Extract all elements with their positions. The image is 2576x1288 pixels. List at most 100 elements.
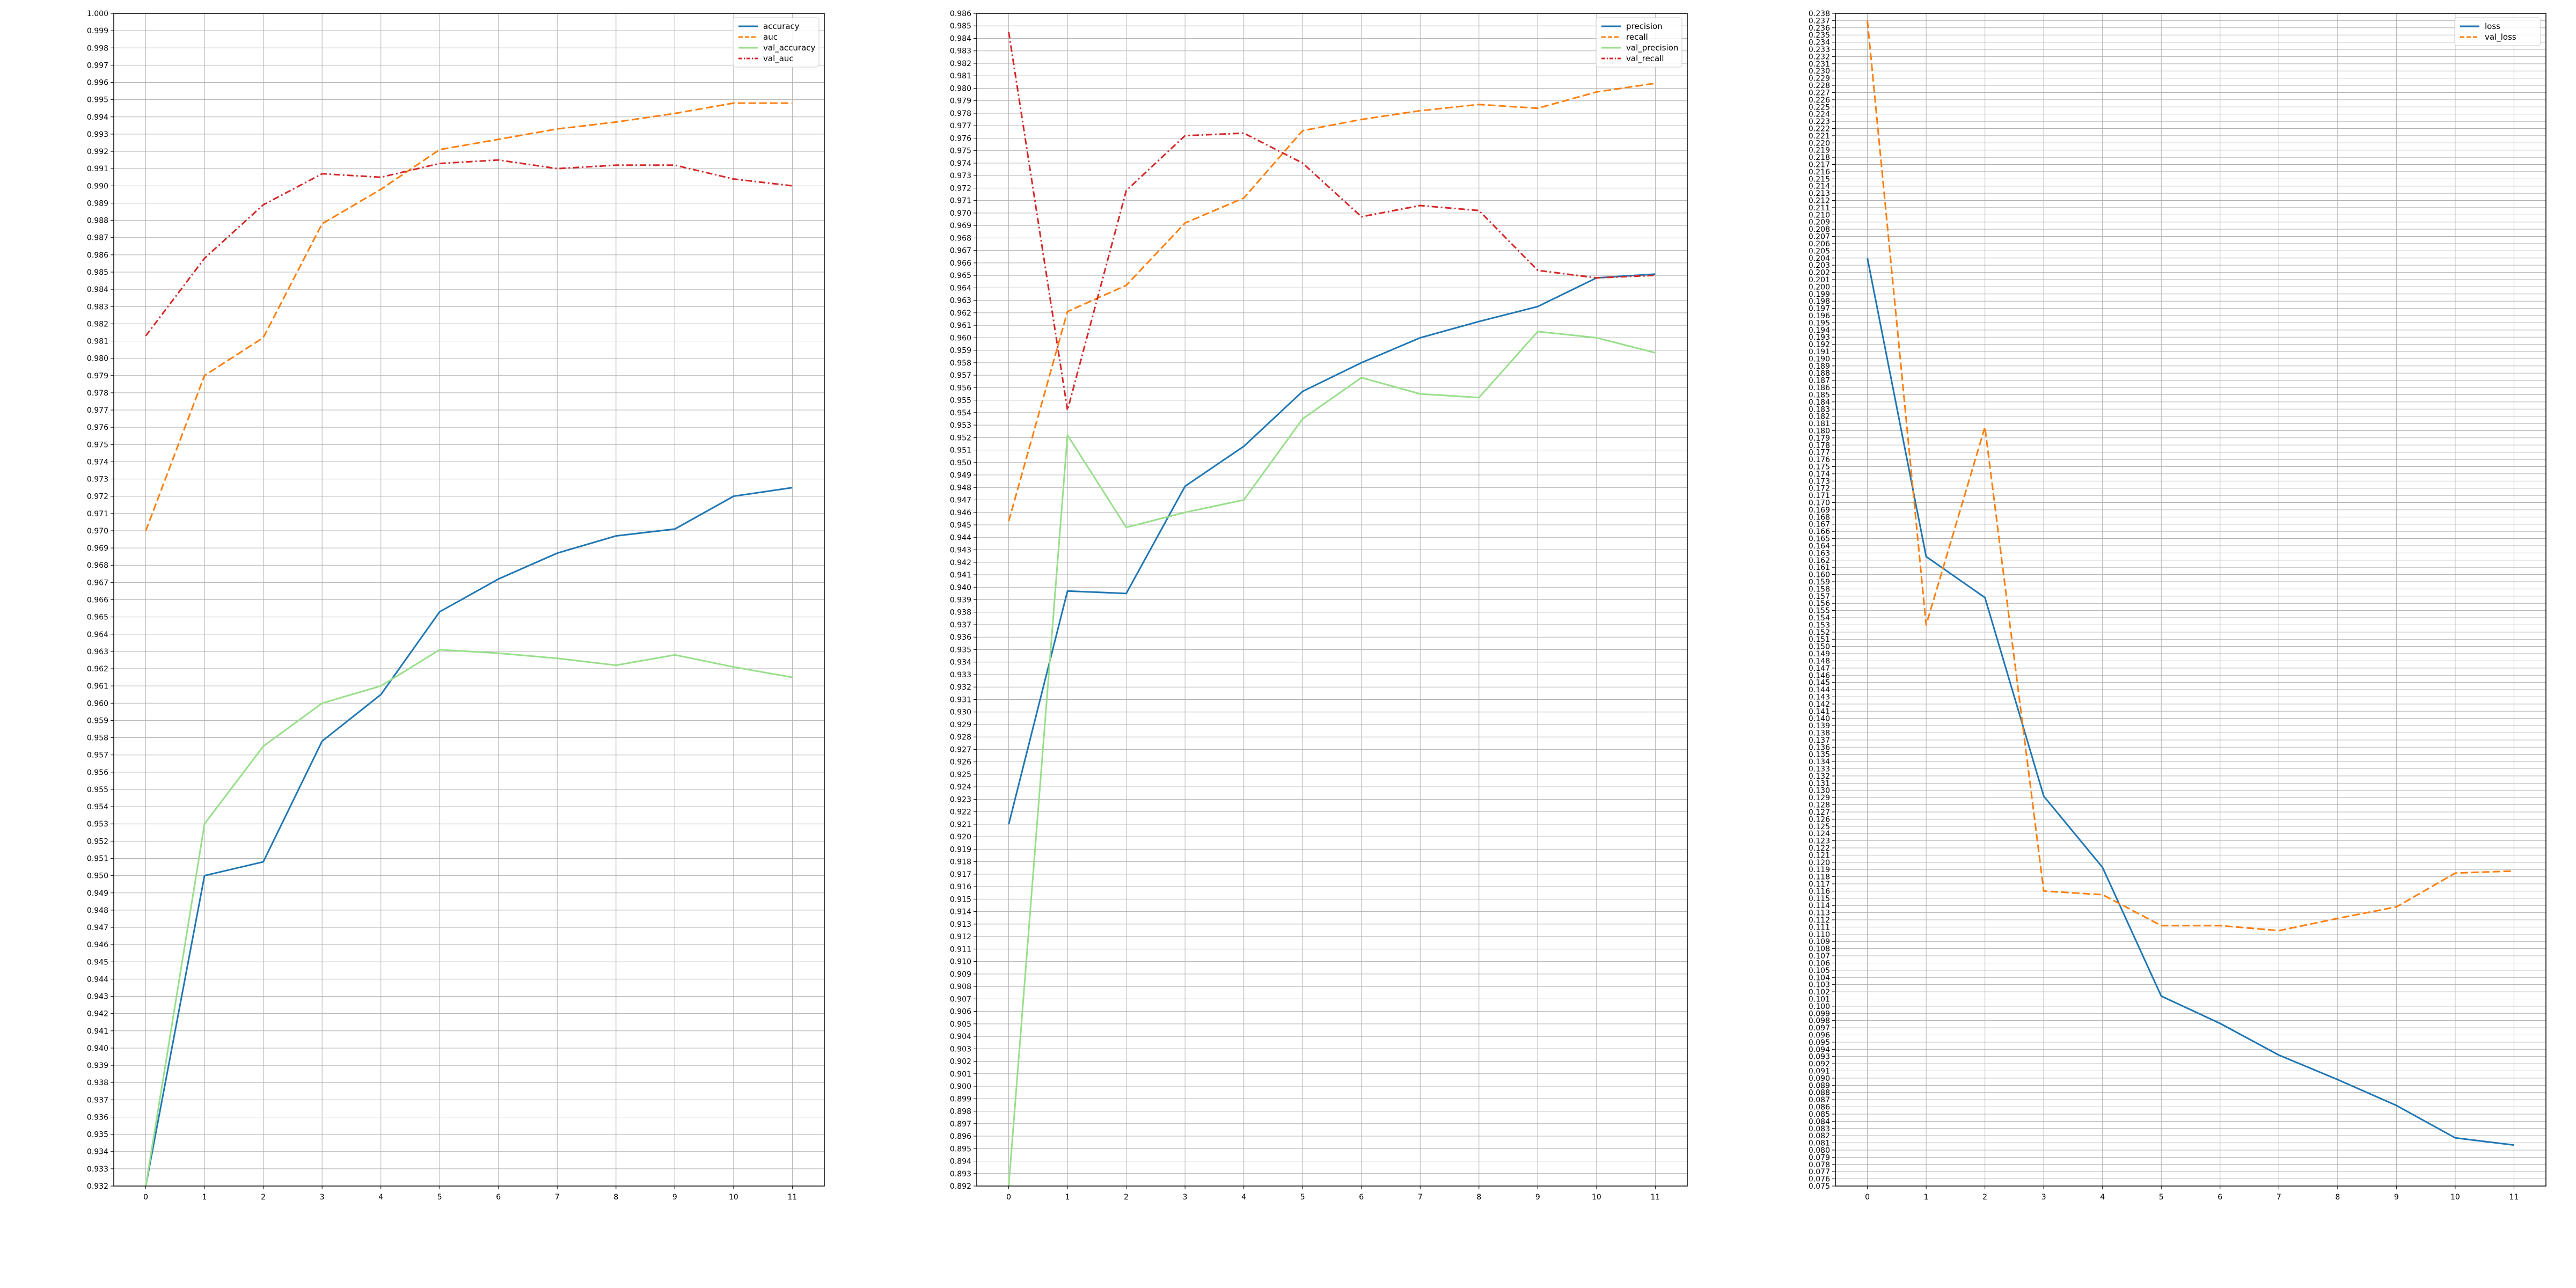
y-tick-label: 0.159 [1809,578,1830,587]
y-tick-label: 0.937 [950,621,971,630]
y-tick-label: 0.221 [1809,132,1830,141]
y-tick-label: 0.989 [87,199,108,208]
y-tick-label: 1.000 [87,10,108,18]
y-tick-label: 0.999 [87,27,108,35]
y-tick-label: 0.195 [1809,319,1830,327]
legend-label: accuracy [763,21,800,31]
y-tick-label: 0.914 [950,908,971,917]
y-tick-label: 0.194 [1809,326,1830,335]
y-tick-label: 0.980 [87,355,108,363]
legend-label: val_recall [1626,54,1664,64]
y-tick-label: 0.234 [1809,39,1830,47]
series-line-val-auc [145,159,793,336]
y-tick-label: 0.946 [950,509,971,517]
y-tick-label: 0.076 [1809,1175,1830,1184]
y-tick-label: 0.196 [1809,312,1830,320]
y-tick-label: 0.109 [1809,938,1830,946]
y-tick-label: 0.941 [950,571,971,580]
y-tick-label: 0.967 [950,247,971,255]
y-tick-label: 0.155 [1809,607,1830,616]
y-tick-label: 0.920 [950,833,971,841]
x-tick-label: 7 [1418,1193,1423,1202]
y-tick-label: 0.122 [1809,844,1830,853]
y-tick-label: 0.104 [1809,974,1830,982]
y-tick-label: 0.094 [1809,1045,1830,1054]
y-tick-label: 0.970 [950,209,971,218]
y-tick-label: 0.181 [1809,420,1830,428]
y-tick-label: 0.166 [1809,528,1830,536]
y-tick-label: 0.982 [87,320,108,328]
y-tick-label: 0.227 [1809,89,1830,97]
y-tick-label: 0.088 [1809,1089,1830,1097]
x-tick-label: 6 [496,1193,501,1202]
y-tick-label: 0.932 [87,1182,108,1191]
y-tick-label: 0.935 [950,646,971,654]
y-tick-label: 0.901 [950,1070,971,1079]
y-tick-label: 0.218 [1809,153,1830,162]
y-tick-label: 0.187 [1809,377,1830,385]
x-tick-label: 11 [2509,1193,2519,1202]
x-tick-label: 1 [1065,1193,1070,1202]
y-tick-label: 0.228 [1809,82,1830,90]
y-tick-label: 0.225 [1809,103,1830,112]
y-tick-label: 0.131 [1809,779,1830,788]
axes-frame [976,13,1688,1187]
y-tick-label: 0.153 [1809,621,1830,630]
y-tick-label: 0.145 [1809,679,1830,687]
x-tick-label: 1 [1924,1193,1929,1202]
x-tick-label: 11 [788,1193,797,1202]
y-tick-label: 0.168 [1809,513,1830,522]
y-tick-label: 0.948 [87,906,108,915]
y-tick-label: 0.081 [1809,1139,1830,1148]
y-tick-label: 0.894 [950,1158,971,1166]
y-tick-label: 0.224 [1809,111,1830,119]
y-tick-label: 0.106 [1809,959,1830,968]
y-tick-label: 0.965 [87,613,108,622]
y-tick-label: 0.950 [950,459,971,467]
y-tick-label: 0.979 [87,372,108,380]
y-tick-label: 0.157 [1809,592,1830,601]
y-tick-label: 0.998 [87,44,108,53]
y-tick-label: 0.931 [950,696,971,704]
y-tick-label: 0.957 [950,371,971,380]
x-tick-label: 0 [1006,1193,1011,1202]
y-tick-label: 0.911 [950,945,971,954]
x-tick-label: 8 [613,1193,618,1202]
y-tick-label: 0.929 [950,721,971,729]
y-tick-label: 0.925 [950,771,971,779]
y-tick-label: 0.957 [87,751,108,760]
y-tick-label: 0.986 [87,251,108,260]
y-tick-label: 0.174 [1809,470,1830,479]
y-tick-label: 0.164 [1809,542,1830,551]
y-tick-label: 0.086 [1809,1103,1830,1112]
y-tick-label: 0.107 [1809,952,1830,961]
y-tick-label: 0.183 [1809,405,1830,414]
y-tick-label: 0.956 [950,384,971,392]
y-tick-label: 0.162 [1809,557,1830,565]
y-tick-label: 0.151 [1809,635,1830,644]
y-tick-label: 0.962 [950,309,971,318]
legend-label: val_auc [763,54,794,64]
y-tick-label: 0.118 [1809,873,1830,882]
y-tick-label: 0.949 [87,889,108,898]
y-tick-label: 0.149 [1809,650,1830,658]
y-tick-label: 0.090 [1809,1074,1830,1083]
y-tick-label: 0.128 [1809,801,1830,810]
x-axis: 0 1 2 3 4 5 6 7 8 9 10 11 [143,13,797,1202]
y-tick-label: 0.175 [1809,463,1830,472]
legend-box [1596,17,1682,68]
y-tick-label: 0.189 [1809,362,1830,371]
y-tick-label: 0.937 [87,1096,108,1104]
y-tick-label: 0.097 [1809,1024,1830,1033]
y-tick-label: 0.963 [87,648,108,656]
y-tick-label: 0.933 [87,1165,108,1174]
legend-label: val_accuracy [763,43,816,53]
y-tick-label: 0.163 [1809,549,1830,558]
y-tick-label: 0.954 [950,409,971,418]
y-tick-label: 0.969 [87,544,108,553]
y-tick-label: 0.961 [950,321,971,330]
y-tick-label: 0.959 [87,716,108,725]
y-tick-label: 0.232 [1809,53,1830,61]
